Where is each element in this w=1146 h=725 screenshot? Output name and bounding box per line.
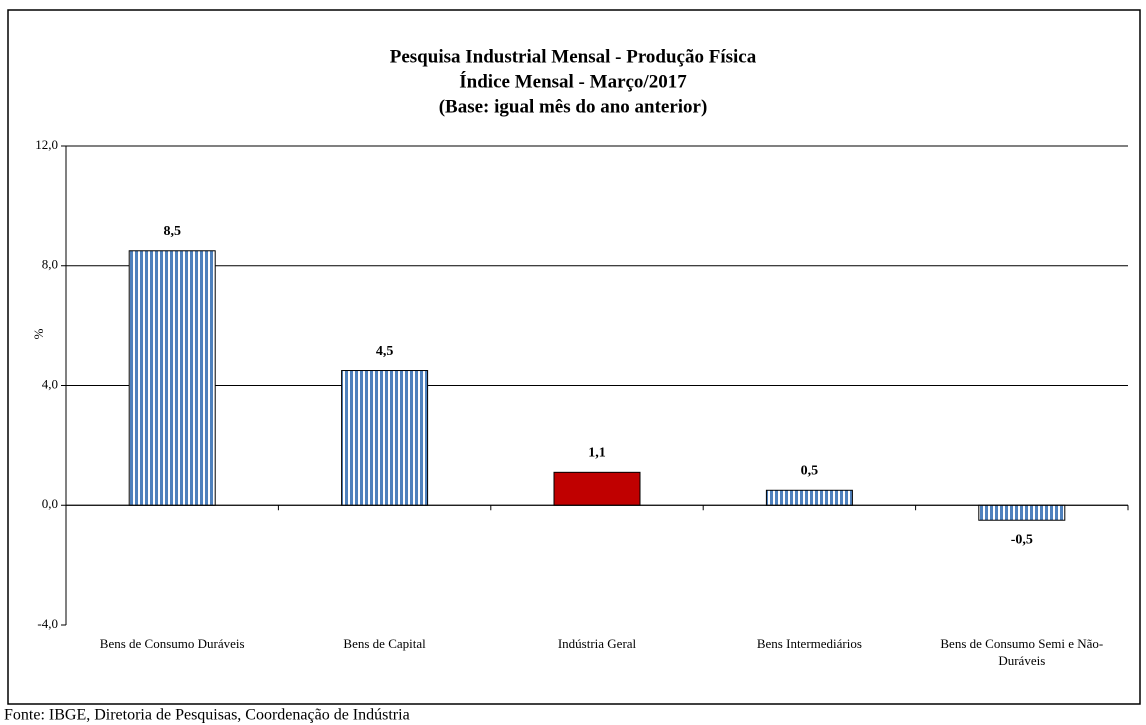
x-tick-label-box: Bens de Consumo Semi e Não-Duráveis xyxy=(940,636,1104,668)
source-note: Fonte: IBGE, Diretoria de Pesquisas, Coo… xyxy=(4,707,410,724)
x-tick-label: Bens de Capital xyxy=(343,636,426,651)
data-label: 4,5 xyxy=(376,344,394,359)
chart-title: Pesquisa Industrial Mensal - Produção Fí… xyxy=(390,46,757,67)
x-tick-label-box: Bens de Consumo Duráveis xyxy=(99,636,245,651)
chart-subtitle: (Base: igual mês do ano anterior) xyxy=(439,96,708,117)
x-tick-label: Indústria Geral xyxy=(557,636,637,651)
y-tick-label: -4,0 xyxy=(37,616,58,631)
data-label: -0,5 xyxy=(1011,532,1033,547)
chart-border xyxy=(7,9,1141,705)
x-tick-label-box: Indústria Geral xyxy=(557,636,637,651)
y-tick-label: 8,0 xyxy=(42,257,58,272)
chart-subtitle: Índice Mensal - Março/2017 xyxy=(459,70,687,92)
x-tick-label: Bens Intermediários xyxy=(756,636,862,651)
data-label: 1,1 xyxy=(588,446,606,461)
bar xyxy=(978,504,1066,521)
x-tick-label-box: Bens de Capital xyxy=(343,636,426,651)
bar xyxy=(553,471,641,506)
y-tick-label: 0,0 xyxy=(42,496,58,511)
x-tick-label: Bens de Consumo Duráveis xyxy=(99,636,245,651)
y-tick-label: 4,0 xyxy=(42,376,58,391)
bar xyxy=(765,489,853,506)
x-tick-label: Bens de Consumo Semi e Não-Duráveis xyxy=(940,636,1104,668)
x-tick-label-box: Bens Intermediários xyxy=(756,636,862,651)
y-axis-label: % xyxy=(31,328,46,339)
bar xyxy=(341,370,429,506)
bar xyxy=(128,250,216,506)
data-label: 8,5 xyxy=(163,224,181,239)
data-label: 0,5 xyxy=(801,464,819,479)
y-tick-label: 12,0 xyxy=(35,137,58,152)
